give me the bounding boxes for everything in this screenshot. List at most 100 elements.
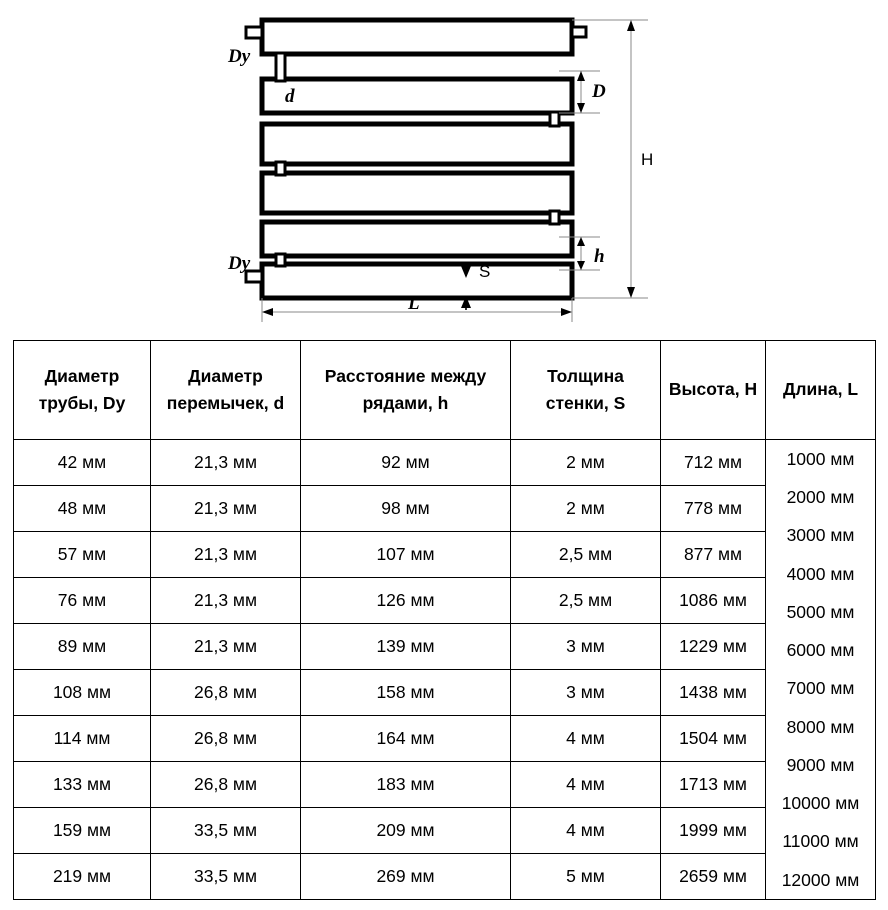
table-row: 108 мм 26,8 мм 158 мм 3 мм 1438 мм bbox=[13, 669, 876, 716]
length-option: 12000 мм bbox=[781, 869, 860, 890]
jumper-right-1 bbox=[548, 110, 561, 128]
arrowhead-D-top bbox=[577, 71, 585, 81]
table-row: 48 мм 21,3 мм 98 мм 2 мм 778 мм bbox=[13, 485, 876, 532]
dim-label-S: S bbox=[479, 262, 490, 281]
table-row: 114 мм 26,8 мм 164 мм 4 мм 1504 мм bbox=[13, 715, 876, 762]
header-line-1: Длина, L bbox=[782, 379, 859, 400]
cell-row-spacing: 92 мм bbox=[300, 439, 511, 486]
cell-row-spacing: 269 мм bbox=[300, 853, 511, 900]
column-header-jumper-diameter: Диаметр перемычек, d bbox=[150, 340, 301, 440]
header-line-1: Толщина bbox=[547, 365, 624, 386]
cell-jumper-diameter: 33,5 мм bbox=[150, 853, 301, 900]
cell-height: 1999 мм bbox=[660, 807, 766, 854]
cell-pipe-diameter: 48 мм bbox=[13, 485, 151, 532]
cell-row-spacing: 126 мм bbox=[300, 577, 511, 624]
cell-wall-thickness: 4 мм bbox=[510, 761, 661, 808]
cell-height: 1438 мм bbox=[660, 669, 766, 716]
header-line-2: трубы, Dy bbox=[38, 393, 126, 413]
jumper-left-2 bbox=[274, 160, 287, 177]
header-line-2: перемычек, d bbox=[166, 393, 285, 413]
cell-pipe-diameter: 42 мм bbox=[13, 439, 151, 486]
cell-pipe-diameter: 159 мм bbox=[13, 807, 151, 854]
header-line-1: Диаметр bbox=[188, 365, 263, 386]
cell-wall-thickness: 4 мм bbox=[510, 715, 661, 762]
cell-jumper-diameter: 33,5 мм bbox=[150, 807, 301, 854]
length-option: 4000 мм bbox=[786, 563, 855, 584]
length-option: 7000 мм bbox=[786, 678, 855, 699]
table-row: 133 мм 26,8 мм 183 мм 4 мм 1713 мм bbox=[13, 761, 876, 808]
arrowhead-h2-top bbox=[577, 237, 585, 246]
cell-row-spacing: 98 мм bbox=[300, 485, 511, 532]
table-row: 159 мм 33,5 мм 209 мм 4 мм 1999 мм bbox=[13, 807, 876, 854]
arrowhead-D-bottom bbox=[577, 103, 585, 113]
jumper-right-2 bbox=[548, 209, 561, 226]
cell-height: 1504 мм bbox=[660, 715, 766, 762]
dim-label-h: h bbox=[594, 246, 605, 267]
dim-label-D: D bbox=[591, 81, 606, 102]
length-option: 11000 мм bbox=[782, 831, 859, 852]
pipe-row-4 bbox=[259, 170, 575, 216]
header-line-1: Диаметр bbox=[44, 365, 120, 386]
length-option-list: 1000 мм 2000 мм 3000 мм 4000 мм 5000 мм 6000 … bbox=[768, 440, 873, 899]
dimension-height bbox=[572, 19, 648, 299]
dim-label-d: d bbox=[285, 86, 295, 107]
nipple-bottom-left bbox=[244, 269, 264, 284]
cell-jumper-diameter: 21,3 мм bbox=[150, 531, 301, 578]
pipe-row-5 bbox=[259, 219, 575, 259]
table-row: 89 мм 21,3 мм 139 мм 3 мм 1229 мм bbox=[13, 623, 876, 670]
arrowhead-L-right bbox=[561, 308, 572, 316]
cell-jumper-diameter: 21,3 мм bbox=[150, 577, 301, 624]
cell-jumper-diameter: 26,8 мм bbox=[150, 669, 301, 716]
cell-length-merged: 1000 мм 2000 мм 3000 мм 4000 мм 5000 мм 6000 … bbox=[765, 439, 876, 900]
specification-table: Диаметр трубы, Dy Диаметр перемычек, d Р… bbox=[13, 340, 876, 900]
cell-wall-thickness: 4 мм bbox=[510, 807, 661, 854]
header-line-2: стенки, S bbox=[545, 393, 626, 413]
cell-pipe-diameter: 57 мм bbox=[13, 531, 151, 578]
cell-pipe-diameter: 114 мм bbox=[13, 715, 151, 762]
header-line-1: Расстояние между bbox=[324, 365, 487, 386]
nipple-top-right bbox=[570, 25, 588, 39]
arrowhead-h-bottom bbox=[627, 287, 635, 298]
table-body: 42 мм 21,3 мм 92 мм 2 мм 712 мм 1000 мм 2… bbox=[13, 439, 876, 900]
arrowhead-S-up bbox=[461, 296, 471, 308]
cell-jumper-diameter: 21,3 мм bbox=[150, 439, 301, 486]
cell-wall-thickness: 5 мм bbox=[510, 853, 661, 900]
jumper-left-3 bbox=[274, 252, 287, 268]
cell-wall-thickness: 2 мм bbox=[510, 485, 661, 532]
cell-row-spacing: 183 мм bbox=[300, 761, 511, 808]
arrowhead-h-top bbox=[627, 20, 635, 31]
table-header: Диаметр трубы, Dy Диаметр перемычек, d Р… bbox=[13, 340, 876, 440]
cell-height: 712 мм bbox=[660, 439, 766, 486]
column-header-height: Высота, H bbox=[660, 340, 766, 440]
length-option: 5000 мм bbox=[786, 601, 855, 622]
cell-jumper-diameter: 21,3 мм bbox=[150, 623, 301, 670]
cell-height: 877 мм bbox=[660, 531, 766, 578]
length-option: 10000 мм bbox=[781, 793, 860, 814]
cell-wall-thickness: 3 мм bbox=[510, 623, 661, 670]
cell-height: 2659 мм bbox=[660, 853, 766, 900]
dimension-wall-thickness bbox=[461, 262, 471, 310]
length-option: 1000 мм bbox=[786, 448, 855, 469]
register-radiator-drawing: H D h L bbox=[0, 0, 888, 332]
cell-height: 1086 мм bbox=[660, 577, 766, 624]
pipe-stack bbox=[259, 17, 575, 301]
dim-label-L: L bbox=[407, 293, 420, 314]
nipple-top-left bbox=[244, 25, 264, 40]
jumper-left-1 bbox=[274, 51, 287, 83]
table-header-row: Диаметр трубы, Dy Диаметр перемычек, d Р… bbox=[13, 340, 876, 440]
nipple-group bbox=[244, 25, 588, 284]
cell-wall-thickness: 2,5 мм bbox=[510, 577, 661, 624]
cell-wall-thickness: 2,5 мм bbox=[510, 531, 661, 578]
cell-pipe-diameter: 89 мм bbox=[13, 623, 151, 670]
cell-pipe-diameter: 133 мм bbox=[13, 761, 151, 808]
cell-row-spacing: 209 мм bbox=[300, 807, 511, 854]
table-row: 219 мм 33,5 мм 269 мм 5 мм 2659 мм bbox=[13, 853, 876, 900]
cell-height: 1713 мм bbox=[660, 761, 766, 808]
column-header-wall-thickness: Толщина стенки, S bbox=[510, 340, 661, 440]
header-line-1: Высота, H bbox=[668, 379, 758, 400]
cell-pipe-diameter: 108 мм bbox=[13, 669, 151, 716]
cell-row-spacing: 107 мм bbox=[300, 531, 511, 578]
table-row: 57 мм 21,3 мм 107 мм 2,5 мм 877 мм bbox=[13, 531, 876, 578]
pipe-row-1 bbox=[259, 17, 575, 57]
cell-height: 1229 мм bbox=[660, 623, 766, 670]
